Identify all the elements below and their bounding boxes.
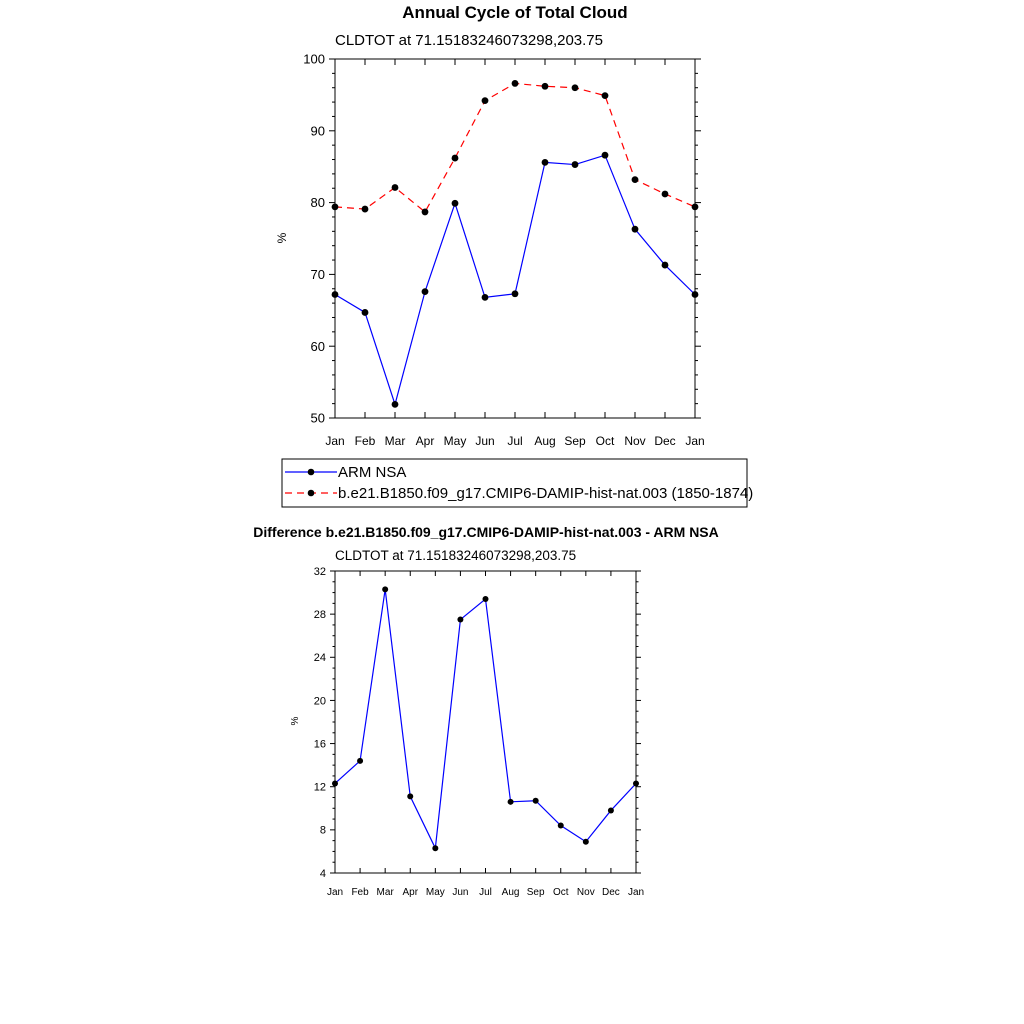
y-tick-label: 100 <box>303 52 325 67</box>
chart1-subtitle: CLDTOT at 71.15183246073298,203.75 <box>335 32 603 49</box>
chart1-plot-area: Jan Feb Mar Apr May Jun Jul Aug Sep Oct Nov Dec Jan5… <box>303 52 704 448</box>
x-tick-label: Sep <box>527 887 545 898</box>
x-tick-label: Jul <box>507 434 522 448</box>
series-point-1 <box>691 203 699 211</box>
plot-frame <box>334 58 696 419</box>
x-tick-label: Feb <box>355 434 376 448</box>
x-tick-label: May <box>444 434 467 448</box>
x-tick-label: Nov <box>577 887 595 898</box>
x-tick-label: Apr <box>416 434 435 448</box>
y-tick-label: 8 <box>320 825 326 837</box>
series-point-0 <box>421 288 429 296</box>
series-line-1 <box>334 82 696 213</box>
x-tick-label: Jan <box>628 887 644 898</box>
series-point-0 <box>661 261 669 269</box>
x-tick-label: Jun <box>475 434 494 448</box>
x-tick-label: Aug <box>534 434 555 448</box>
x-tick-label: Feb <box>351 887 369 898</box>
series-point-1 <box>331 203 339 211</box>
legend-label-arm: ARM NSA <box>338 464 406 481</box>
x-tick-label: Apr <box>402 887 418 898</box>
chart1-title: Annual Cycle of Total Cloud <box>402 3 627 22</box>
x-tick-label: Mar <box>377 887 395 898</box>
series-point-0 <box>451 199 459 207</box>
series-point-1 <box>481 97 489 105</box>
series-point-0 <box>691 291 699 298</box>
series-point-0 <box>607 807 614 814</box>
series-line-0 <box>334 154 696 407</box>
series-point-0 <box>582 838 589 845</box>
y-tick-label: 4 <box>320 868 326 880</box>
y-tick-label: 70 <box>311 267 325 282</box>
series-point-1 <box>361 205 369 213</box>
series-point-0 <box>571 161 579 168</box>
series-point-1 <box>661 190 669 198</box>
legend-marker-arm <box>307 468 315 476</box>
series-point-0 <box>391 400 399 408</box>
series-point-0 <box>382 586 389 593</box>
chart1-ylabel: % <box>275 232 289 243</box>
y-tick-label: 32 <box>314 566 326 578</box>
legend-marker-model <box>307 489 315 497</box>
series-point-0 <box>357 757 364 764</box>
series-point-1 <box>601 92 609 100</box>
series-point-0 <box>557 822 564 829</box>
y-tick-label: 16 <box>314 738 326 750</box>
y-tick-label: 50 <box>311 411 325 426</box>
series-point-0 <box>331 291 339 298</box>
series-point-0 <box>361 309 369 316</box>
x-tick-label: Dec <box>654 434 675 448</box>
y-tick-label: 24 <box>314 652 326 664</box>
series-point-0 <box>541 158 549 166</box>
series-point-0 <box>601 151 609 159</box>
chart2-title: Difference b.e21.B1850.f09_g17.CMIP6-DAM… <box>253 524 719 540</box>
x-tick-label: Oct <box>553 887 569 898</box>
series-point-0 <box>633 780 639 787</box>
x-tick-label: Jun <box>452 887 468 898</box>
series-point-0 <box>507 798 514 805</box>
x-tick-label: Aug <box>502 887 520 898</box>
legend-frame <box>281 458 748 508</box>
series-point-0 <box>332 780 338 787</box>
series-point-0 <box>482 596 489 603</box>
series-point-0 <box>511 290 519 298</box>
chart1-legend: ARM NSA b.e21.B1850.f09_g17.CMIP6-DAMIP-… <box>281 458 753 508</box>
series-point-0 <box>631 225 639 233</box>
x-tick-label: Oct <box>596 434 615 448</box>
y-tick-label: 60 <box>311 339 325 354</box>
series-point-1 <box>511 80 519 87</box>
series-point-1 <box>391 184 399 191</box>
y-tick-label: 90 <box>311 123 325 138</box>
x-tick-label: Sep <box>564 434 586 448</box>
x-tick-label: Dec <box>602 887 620 898</box>
series-point-0 <box>457 616 464 623</box>
x-tick-label: Jul <box>479 887 492 898</box>
x-tick-label: Mar <box>385 434 406 448</box>
series-line-0 <box>334 589 637 851</box>
series-point-1 <box>451 154 459 162</box>
plot-frame <box>334 570 637 874</box>
chart2-ylabel: % <box>290 716 301 725</box>
series-point-1 <box>571 84 579 92</box>
x-tick-label: Jan <box>685 434 704 448</box>
chart2-plot-area: Jan Feb Mar Apr May Jun Jul Aug Sep Oct Nov Dec Jan4… <box>314 566 644 898</box>
series-point-0 <box>432 845 439 852</box>
series-point-1 <box>541 82 549 90</box>
chart2-subtitle: CLDTOT at 71.15183246073298,203.75 <box>335 548 576 563</box>
y-tick-label: 20 <box>314 695 326 707</box>
y-tick-label: 28 <box>314 609 326 621</box>
x-tick-label: Nov <box>624 434 645 448</box>
x-tick-label: May <box>426 887 445 898</box>
y-tick-label: 80 <box>311 195 325 210</box>
series-point-1 <box>631 176 639 184</box>
series-point-0 <box>532 797 539 804</box>
series-point-1 <box>421 208 429 216</box>
x-tick-label: Jan <box>327 887 343 898</box>
series-point-0 <box>481 293 489 301</box>
series-point-0 <box>407 793 414 800</box>
legend-label-model: b.e21.B1850.f09_g17.CMIP6-DAMIP-hist-nat… <box>338 485 753 502</box>
y-tick-label: 12 <box>314 782 326 794</box>
x-tick-label: Jan <box>325 434 344 448</box>
